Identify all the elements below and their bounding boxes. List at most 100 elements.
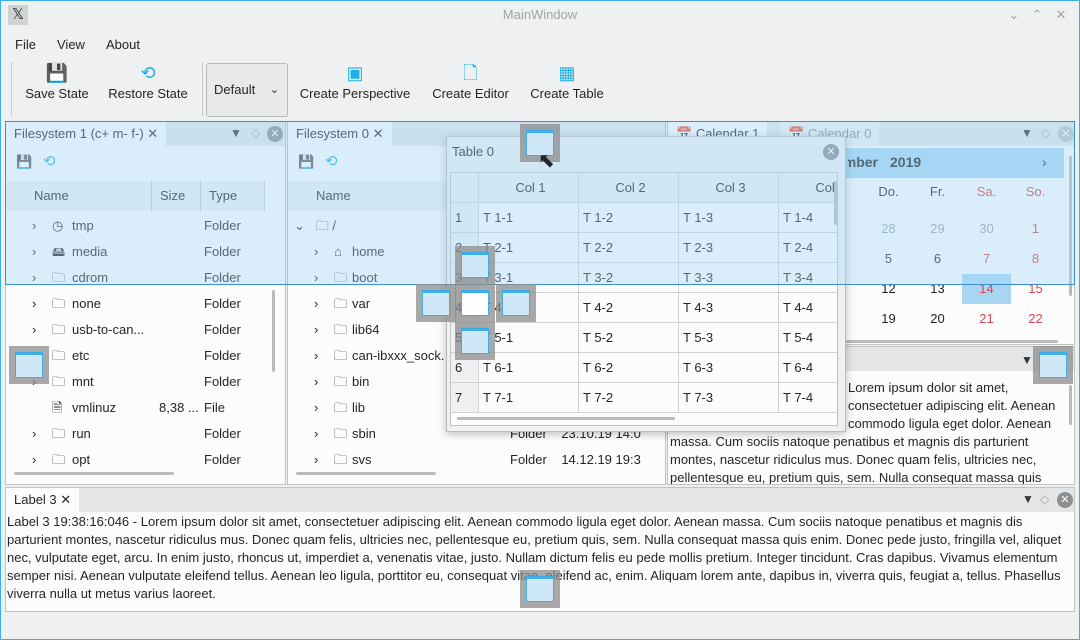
drop-indicator-area-center[interactable] [455,284,495,322]
restore-icon[interactable]: ⟲ [325,153,338,170]
table-cell[interactable]: T 1-4 [779,203,837,233]
vertical-scrollbar[interactable] [834,181,837,225]
expand-arrow-icon[interactable]: › [314,296,319,311]
calendar-day[interactable]: 30 [979,221,994,236]
calendar-day[interactable]: 5 [884,251,893,266]
expand-arrow-icon[interactable]: › [32,322,37,337]
drop-indicator-left[interactable] [9,346,49,384]
undock-icon[interactable]: ◇ [1040,492,1050,506]
tabs-menu-icon[interactable]: ▼ [230,126,242,140]
drop-indicator-right[interactable] [1033,346,1073,384]
restore-state-button[interactable]: ⟲ Restore State [104,60,192,118]
tabs-menu-icon[interactable]: ▼ [1021,126,1033,140]
calendar-day[interactable]: 22 [1028,311,1043,326]
close-tab-icon[interactable]: ✕ [147,126,159,141]
row-header[interactable]: 7 [451,383,479,413]
table-cell[interactable]: T 2-4 [779,233,837,263]
tree-row[interactable]: 🗎 vmlinuz 8,38 ... File [6,395,266,421]
table-cell[interactable]: T 6-1 [479,353,579,383]
tree-row[interactable]: › 🗀 can-ibxxx_sock. [288,343,658,369]
table-cell[interactable]: T 1-1 [479,203,579,233]
calendar-day[interactable]: 12 [881,281,896,296]
tree-row[interactable]: › 🗀 boot [288,265,658,291]
collapse-arrow-icon[interactable]: ⌄ [294,218,305,233]
calendar-day[interactable]: 14 [962,274,1011,304]
table-cell[interactable]: T 2-2 [579,233,679,263]
horizontal-scrollbar[interactable] [296,472,436,475]
table-cell[interactable]: T 2-3 [679,233,779,263]
table-cell[interactable]: T 6-4 [779,353,837,383]
close-tab-icon[interactable]: ✕ [372,126,384,141]
tree-row[interactable]: › 🗀 cdrom Folder [6,265,266,291]
table-cell[interactable]: T 6-3 [679,353,779,383]
table-cell[interactable]: T 7-2 [579,383,679,413]
tabs-menu-icon[interactable]: ▼ [1021,353,1033,367]
expand-arrow-icon[interactable]: › [32,426,37,441]
horizontal-scrollbar[interactable] [14,472,174,475]
create-table-button[interactable]: ▦ Create Table [527,60,607,118]
table-cell[interactable]: T 6-2 [579,353,679,383]
menu-view[interactable]: View [57,37,85,52]
tree-row[interactable]: › 🗀 bin [288,369,658,395]
create-perspective-button[interactable]: ▣ Create Perspective [296,60,414,118]
tree-row[interactable]: › 🗀 var [288,291,658,317]
expand-arrow-icon[interactable]: › [314,348,319,363]
table-cell[interactable]: T 4-2 [579,293,679,323]
horizontal-scrollbar[interactable] [457,417,675,420]
tree-row[interactable]: › 🗀 none Folder [6,291,266,317]
column-header[interactable]: Col 1 [479,173,579,203]
undock-icon[interactable]: ◇ [251,126,261,140]
expand-arrow-icon[interactable]: › [314,244,319,259]
tab-filesystem0[interactable]: Filesystem 0 ✕ [288,122,392,146]
calendar-day[interactable]: 6 [933,251,942,266]
tab-label3[interactable]: Label 3 ✕ [6,488,80,512]
tree-row[interactable]: › 🗀 usb-to-can... Folder [6,317,266,343]
tabs-menu-icon[interactable]: ▼ [1022,492,1034,506]
calendar-day[interactable]: 13 [930,281,945,296]
tree-row[interactable]: › 🗀 lib [288,395,658,421]
minimize-button[interactable]: ⌄ [1008,7,1020,22]
drop-indicator-area-top[interactable] [455,246,495,284]
restore-icon[interactable]: ⟲ [43,153,56,170]
menu-about[interactable]: About [106,37,140,52]
expand-arrow-icon[interactable]: › [314,322,319,337]
table-cell[interactable]: T 3-2 [579,263,679,293]
expand-arrow-icon[interactable]: › [314,400,319,415]
column-header[interactable]: Col 4 [779,173,837,203]
tree-row[interactable]: › 🖴 media Folder [6,239,266,265]
close-dock-icon[interactable]: ✕ [1058,126,1074,142]
calendar-day[interactable]: 19 [881,311,896,326]
vertical-scrollbar[interactable] [272,290,275,372]
calendar-day[interactable]: 15 [1028,281,1043,296]
undock-icon[interactable]: ◇ [1041,126,1051,140]
column-header-name[interactable]: Name [6,181,152,211]
column-header[interactable]: Col 2 [579,173,679,203]
tab-filesystem1[interactable]: Filesystem 1 (c+ m- f-) ✕ [6,122,167,146]
table-cell[interactable]: T 7-1 [479,383,579,413]
drop-indicator-area-left[interactable] [416,284,456,322]
tree-row[interactable]: › 🗀 sbin [288,421,658,447]
calendar-day[interactable]: 29 [930,221,945,236]
next-month-icon[interactable]: › [1042,154,1047,170]
month-button[interactable]: Dezember [848,154,878,170]
close-window-button[interactable]: ✕ [1055,7,1067,22]
table-cell[interactable]: T 5-3 [679,323,779,353]
horizontal-scrollbar[interactable] [678,340,1058,343]
expand-arrow-icon[interactable]: › [314,270,319,285]
table-cell[interactable]: T 3-3 [679,263,779,293]
close-floating-icon[interactable]: ✕ [823,144,839,160]
expand-arrow-icon[interactable]: › [314,452,319,467]
save-icon[interactable]: 💾 [16,154,33,169]
save-icon[interactable]: 💾 [298,154,315,169]
create-editor-button[interactable]: 🗋 Create Editor [428,60,513,118]
vertical-scrollbar[interactable] [1069,385,1072,425]
tree-row-root[interactable]: ⌄ 🗀 / [294,213,336,239]
expand-arrow-icon[interactable]: › [32,296,37,311]
tree-row[interactable]: › 🗀 svs [288,447,658,473]
table-cell[interactable]: T 1-2 [579,203,679,233]
calendar-day[interactable]: 1 [1031,221,1040,236]
column-header[interactable]: Col 3 [679,173,779,203]
expand-arrow-icon[interactable]: › [32,452,37,467]
tree-row[interactable]: › ⌂ home [288,239,658,265]
